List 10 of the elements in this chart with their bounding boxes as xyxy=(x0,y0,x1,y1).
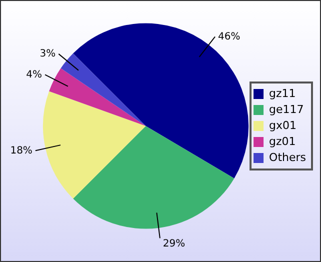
data-label: 3% xyxy=(40,48,56,60)
data-label: 18% xyxy=(10,145,32,156)
data-label: 29% xyxy=(162,238,186,250)
legend-label: ge117 xyxy=(269,102,304,116)
data-label: 46% xyxy=(218,31,240,42)
data-label: 4% xyxy=(26,69,42,80)
legend-label: gz01 xyxy=(269,134,296,148)
legend-label: gx01 xyxy=(269,118,297,132)
legend-label: gz11 xyxy=(269,86,296,100)
legend-label: Others xyxy=(269,150,306,164)
